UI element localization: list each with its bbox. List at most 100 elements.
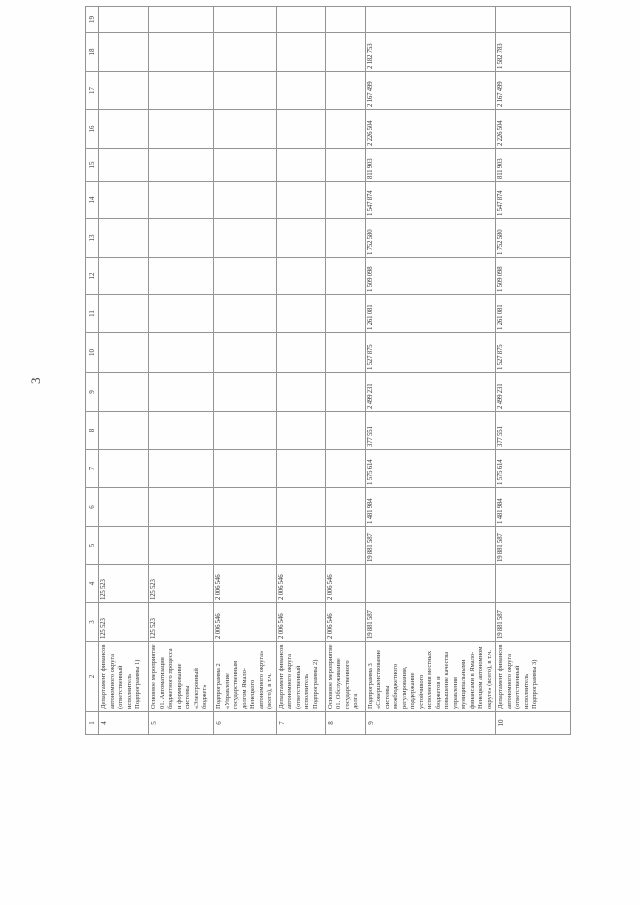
column-number-cell: 4 xyxy=(85,564,99,603)
value-cell-col19 xyxy=(213,6,276,33)
column-number-cell: 13 xyxy=(85,218,99,258)
value-cell-col13 xyxy=(276,218,325,258)
value-cell-col18: 1 582 783 xyxy=(495,32,571,72)
row-number-cell: 5 xyxy=(148,711,214,735)
value-cell-col12 xyxy=(276,257,325,295)
value-cell-col8: 377 551 xyxy=(495,411,571,450)
value-cell-col13 xyxy=(98,218,149,258)
value-cell-col18 xyxy=(98,32,149,72)
value-cell-col10 xyxy=(325,332,365,373)
value-cell-col12: 1 509 098 xyxy=(495,257,571,295)
value-cell-col6 xyxy=(325,487,365,527)
column-number-cell: 8 xyxy=(85,411,99,450)
value-cell-col4 xyxy=(495,564,571,603)
value-cell-col5 xyxy=(148,526,214,565)
value-cell-col16 xyxy=(148,109,214,149)
value-cell-col9 xyxy=(325,372,365,412)
value-cell-col18 xyxy=(325,32,365,72)
value-cell-col11 xyxy=(148,294,214,333)
value-cell-col7 xyxy=(325,449,365,488)
table-row: 4 Департамент финансов автономного округа… xyxy=(98,6,149,735)
value-cell-col15 xyxy=(325,148,365,182)
value-cell-col18 xyxy=(213,32,276,72)
row-number-cell: 4 xyxy=(98,711,149,735)
value-cell-col16 xyxy=(276,109,325,149)
column-number-cell: 10 xyxy=(85,332,99,373)
value-cell-col10 xyxy=(276,332,325,373)
value-cell-col9 xyxy=(276,372,325,412)
value-cell-col17 xyxy=(213,71,276,110)
value-cell-col5 xyxy=(276,526,325,565)
column-number-cell: 7 xyxy=(85,449,99,488)
column-number-cell: 2 xyxy=(85,641,99,712)
value-cell-col7 xyxy=(98,449,149,488)
value-cell-col9 xyxy=(98,372,149,412)
value-cell-col16: 2 226 504 xyxy=(495,109,571,149)
value-cell-col19 xyxy=(98,6,149,33)
column-number-cell: 1 xyxy=(85,711,99,735)
row-name-cell: Департамент финансов автономного округа … xyxy=(276,641,325,712)
value-cell-col5 xyxy=(325,526,365,565)
value-cell-col16: 2 226 504 xyxy=(365,109,496,149)
row-number-cell: 7 xyxy=(276,711,325,735)
value-cell-col13 xyxy=(148,218,214,258)
value-cell-col10 xyxy=(148,332,214,373)
value-cell-col7 xyxy=(213,449,276,488)
value-cell-col11: 1 261 081 xyxy=(495,294,571,333)
value-cell-col13 xyxy=(213,218,276,258)
value-cell-col14 xyxy=(148,181,214,219)
value-cell-col16 xyxy=(213,109,276,149)
column-number-cell: 14 xyxy=(85,181,99,219)
value-cell-col11 xyxy=(276,294,325,333)
value-cell-col11 xyxy=(213,294,276,333)
value-cell-col18: 2 182 753 xyxy=(365,32,496,72)
value-cell-col12 xyxy=(325,257,365,295)
value-cell-col11 xyxy=(98,294,149,333)
value-cell-col8: 377 551 xyxy=(365,411,496,450)
column-number-row: 1 2 3 4 5 6 7 8 9 10 11 12 13 14 15 16 17 18 19 xyxy=(85,6,99,735)
value-cell-col19 xyxy=(495,6,571,33)
value-cell-col11 xyxy=(325,294,365,333)
value-cell-col10 xyxy=(98,332,149,373)
column-number-cell: 11 xyxy=(85,294,99,333)
table-row: 5 Основное мероприятие 01. Автоматизация … xyxy=(148,6,214,735)
value-cell-col9: 2 499 231 xyxy=(495,372,571,412)
value-cell-col4: 125 523 xyxy=(148,564,214,603)
column-number-cell: 18 xyxy=(85,32,99,72)
value-cell-col9 xyxy=(213,372,276,412)
value-cell-col8 xyxy=(325,411,365,450)
table-row: 6 Подпрограмма 2 «Управление государствен… xyxy=(213,6,276,735)
column-number-cell: 5 xyxy=(85,526,99,565)
value-cell-col17 xyxy=(325,71,365,110)
value-cell-col7: 1 575 614 xyxy=(365,449,496,488)
value-cell-col17: 2 167 499 xyxy=(495,71,571,110)
value-cell-col15: 811 903 xyxy=(495,148,571,182)
value-cell-col4: 125 523 xyxy=(98,564,149,603)
value-cell-col5: 19 881 587 xyxy=(495,526,571,565)
column-number-cell: 12 xyxy=(85,257,99,295)
page-number: 3 xyxy=(28,377,43,385)
value-cell-col16 xyxy=(98,109,149,149)
row-name-cell: Основное мероприятие 01. Обслуживание го… xyxy=(325,641,365,712)
value-cell-col3: 2 006 546 xyxy=(325,602,365,642)
value-cell-col9: 2 499 231 xyxy=(365,372,496,412)
value-cell-col9 xyxy=(148,372,214,412)
value-cell-col7: 1 575 614 xyxy=(495,449,571,488)
value-cell-col6 xyxy=(148,487,214,527)
row-name-cell: Основное мероприятие 01. Автоматизация б… xyxy=(148,641,214,712)
value-cell-col13: 1 752 580 xyxy=(495,218,571,258)
row-name-cell: Подпрограмма 3 «Совершенствование систем… xyxy=(365,641,496,712)
value-cell-col3: 125 523 xyxy=(98,602,149,642)
value-cell-col10: 1 527 875 xyxy=(365,332,496,373)
row-name-cell: Департамент финансов автономного округа … xyxy=(98,641,149,712)
value-cell-col7 xyxy=(276,449,325,488)
value-cell-col6 xyxy=(98,487,149,527)
value-cell-col14 xyxy=(325,181,365,219)
value-cell-col19 xyxy=(276,6,325,33)
value-cell-col5 xyxy=(213,526,276,565)
value-cell-col4: 2 006 546 xyxy=(213,564,276,603)
value-cell-col14: 1 547 874 xyxy=(495,181,571,219)
value-cell-col17 xyxy=(148,71,214,110)
column-number-cell: 16 xyxy=(85,109,99,149)
